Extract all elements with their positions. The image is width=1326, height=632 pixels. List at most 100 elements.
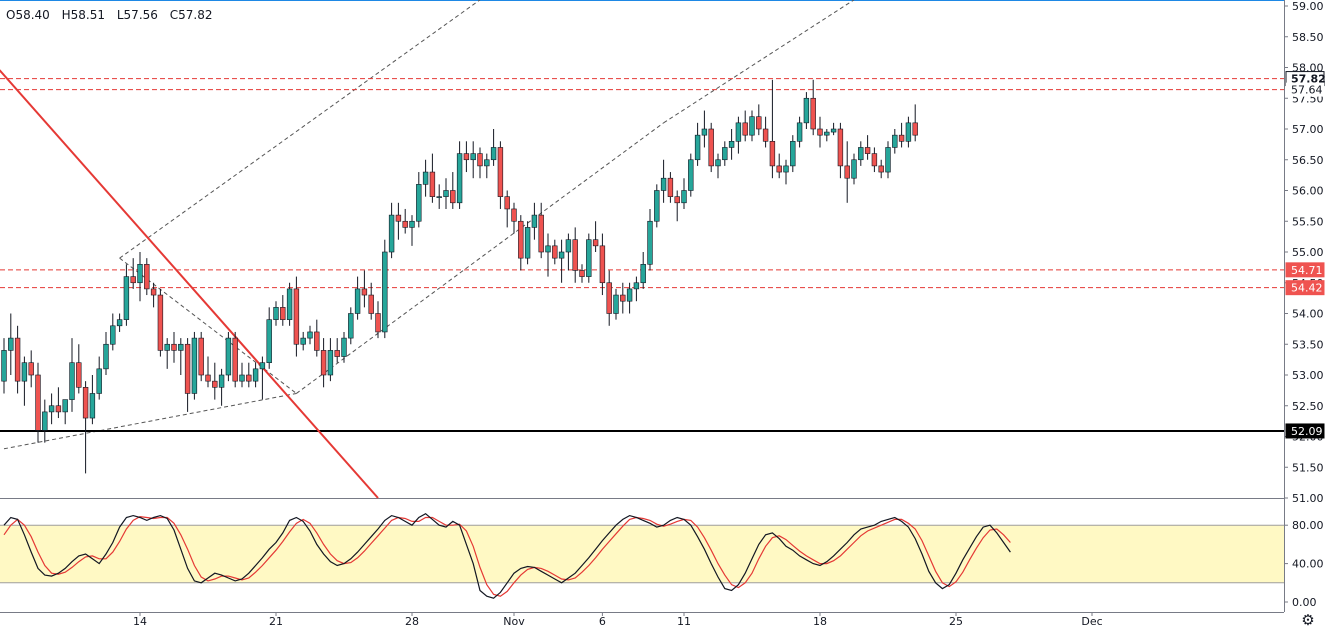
gear-icon[interactable]: ⚙ [1301, 611, 1315, 629]
candle [429, 153, 436, 203]
candle-body [409, 220, 415, 228]
candle-body [96, 368, 102, 394]
candle-body [28, 362, 34, 376]
channel-line [119, 0, 481, 259]
candle [368, 282, 374, 320]
candle [463, 141, 470, 173]
stochastic-tick-label: 0.00 [1292, 596, 1317, 609]
candle-body [742, 122, 748, 136]
candle-body [810, 97, 816, 130]
candle-body [776, 165, 782, 173]
candle [844, 141, 850, 203]
stochastic-band [0, 525, 1284, 583]
candle [320, 338, 327, 388]
candle [273, 301, 279, 326]
candle [436, 184, 442, 209]
candle [266, 307, 272, 369]
candle [388, 202, 395, 259]
candle-body [878, 165, 884, 173]
candle [762, 116, 769, 148]
stochastic-axis: 80.00 40.00 0.00 [1284, 519, 1324, 609]
candle [824, 129, 830, 142]
candle-body [858, 147, 864, 161]
candle [395, 202, 402, 240]
price-label-box [1285, 423, 1325, 439]
candle-body [681, 190, 687, 204]
candle [878, 159, 884, 179]
candle [252, 362, 259, 388]
candle-body [824, 131, 830, 136]
candle [504, 190, 510, 228]
time-tick-label: 18 [813, 615, 827, 628]
candle [586, 233, 592, 283]
candle [191, 331, 198, 400]
candle [490, 129, 497, 166]
candle [864, 135, 871, 160]
candle-body [688, 159, 694, 191]
time-tick-label: Nov [503, 615, 525, 628]
time-tick-label: 28 [405, 615, 419, 628]
candle [565, 233, 572, 271]
candle [164, 338, 170, 369]
candle-body [436, 196, 442, 198]
time-tick-label: 21 [269, 615, 283, 628]
candle-body [885, 147, 891, 173]
candle [375, 301, 381, 339]
candle [14, 325, 21, 394]
price-label-box [1286, 82, 1324, 97]
candle-body [150, 288, 157, 296]
ohlc-close: C57.82 [169, 8, 213, 22]
candle [259, 356, 266, 400]
candle [307, 325, 313, 345]
candle-body [184, 343, 191, 394]
candle-body [470, 153, 476, 161]
candle-body [286, 288, 293, 320]
candle [803, 92, 810, 129]
candle-body [769, 141, 776, 167]
candle [749, 110, 755, 142]
candle-body [82, 386, 89, 419]
candle [660, 159, 667, 203]
price-tick-label: 56.00 [1292, 185, 1324, 198]
candle [341, 331, 347, 363]
candle-body [164, 343, 170, 351]
trend-line [0, 69, 379, 499]
candle [42, 399, 48, 443]
candle-body [239, 374, 245, 382]
candle-body [749, 116, 755, 136]
candle-body [538, 214, 544, 253]
candle [613, 288, 619, 320]
candle-body [667, 177, 674, 197]
candle [531, 202, 538, 240]
price-tick-label: 56.50 [1292, 154, 1324, 167]
candle [76, 344, 82, 394]
stochastic-pane [0, 512, 1284, 599]
candle [35, 362, 41, 443]
candle [599, 233, 606, 296]
candle-body [198, 337, 204, 376]
candle-body [674, 196, 680, 204]
candle [892, 129, 898, 154]
candle-body [246, 374, 252, 382]
candle-body [606, 282, 612, 314]
candle-body [422, 171, 429, 185]
candle [790, 135, 796, 173]
channel-line [296, 122, 664, 394]
candle [592, 221, 599, 252]
candle [450, 172, 456, 209]
candle-body [171, 343, 177, 351]
candle [422, 159, 429, 197]
candle-body [368, 294, 374, 314]
candle [851, 153, 857, 185]
candle-body [416, 184, 422, 222]
candle [912, 104, 918, 142]
candle-body [844, 165, 850, 179]
candle [776, 153, 782, 179]
candle-body [722, 147, 728, 161]
candle-body [511, 208, 517, 222]
candle [810, 79, 816, 136]
candle [157, 288, 164, 357]
price-tick-label: 58.50 [1292, 31, 1324, 44]
candle [205, 356, 211, 388]
candle [89, 375, 96, 425]
